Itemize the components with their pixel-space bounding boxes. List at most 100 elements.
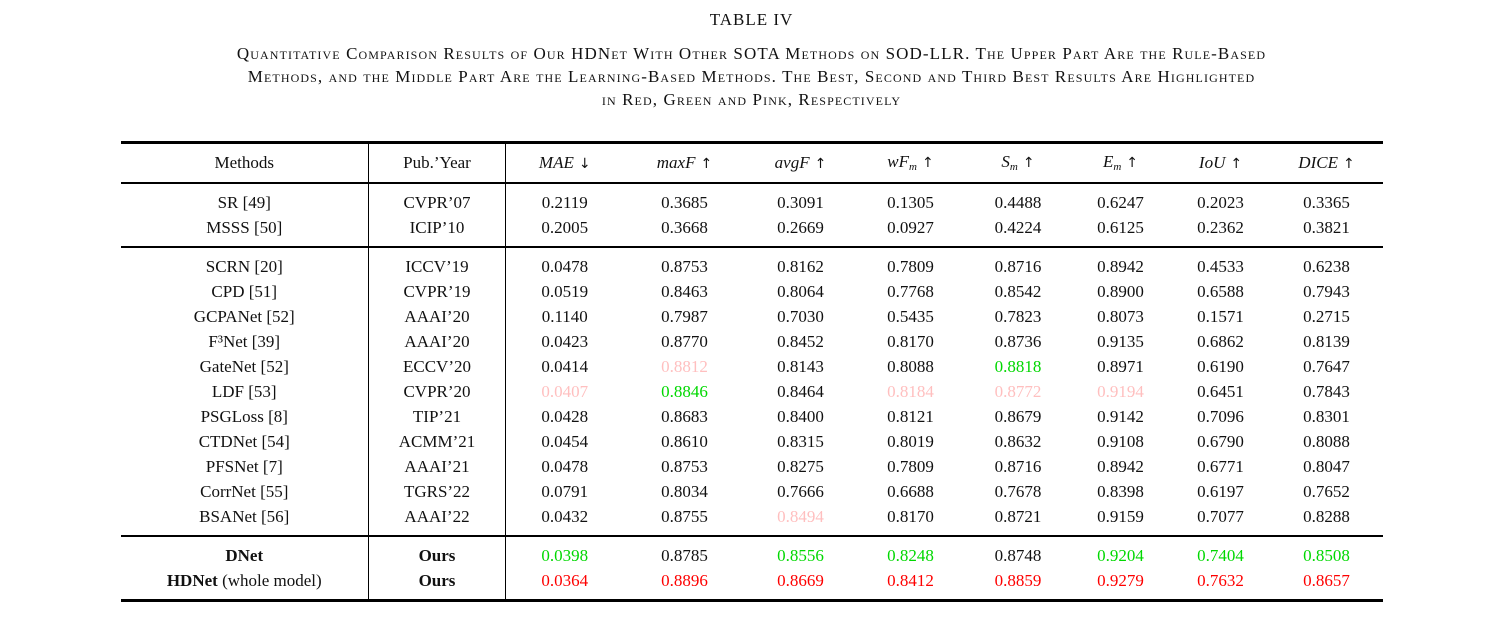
header-row: Methods Pub.’Year MAE ↓ maxF ↑ avgF ↑ wFm ↑ Sm ↑ Em ↑… <box>120 142 1383 184</box>
col-header-iou: IoU ↑ <box>1170 142 1271 184</box>
value-cell: 0.8556 <box>777 546 824 565</box>
method-cell: HDNet (whole model) <box>120 568 369 601</box>
method-name: GateNet [52] <box>199 357 289 376</box>
value-cell: 0.0478 <box>541 457 589 476</box>
value-cell: 0.0407 <box>541 382 589 401</box>
metric-name: S <box>1001 152 1010 171</box>
value-cell: 0.2715 <box>1303 307 1350 326</box>
value-cell: 0.8170 <box>887 507 934 526</box>
table-row: SR [49] CVPR’07 0.2119 0.3685 0.3091 0.1305 0.… <box>120 183 1383 215</box>
table-row: PSGLoss [8] TIP’21 0.0428 0.8683 0.8400 0.812… <box>120 404 1383 429</box>
pub-cell: ICIP’10 <box>368 215 506 247</box>
pub-cell: CVPR’19 <box>368 279 506 304</box>
pub-cell: Ours <box>368 568 506 601</box>
value-cell: 0.9159 <box>1097 507 1144 526</box>
value-cell: 0.7652 <box>1303 482 1350 501</box>
value-cell: 0.0432 <box>541 507 589 526</box>
value-cell: 0.0414 <box>541 357 589 376</box>
table-row: PFSNet [7] AAAI’21 0.0478 0.8753 0.8275 0.780… <box>120 454 1383 479</box>
metric-name: IoU <box>1198 152 1226 172</box>
value-cell: 0.7843 <box>1303 382 1350 401</box>
value-cell: 0.8073 <box>1097 307 1144 326</box>
method-name: DNet <box>225 546 264 565</box>
value-cell: 0.8400 <box>777 407 824 426</box>
value-cell: 0.8753 <box>661 457 708 476</box>
value-cell: 0.2023 <box>1197 193 1244 212</box>
value-cell: 0.7809 <box>887 457 934 476</box>
arrow-up-icon: ↑ <box>700 155 713 172</box>
arrow-up-icon: ↑ <box>1022 155 1035 171</box>
value-cell: 0.8170 <box>887 332 934 351</box>
method-name: SCRN [20] <box>205 257 283 276</box>
method-name: HDNet <box>166 571 218 590</box>
value-cell: 0.8669 <box>777 571 824 590</box>
value-cell: 0.8088 <box>887 357 934 376</box>
value-cell: 0.3821 <box>1303 218 1350 237</box>
method-name: CorrNet [55] <box>200 482 289 501</box>
value-cell: 0.8412 <box>887 571 934 590</box>
method-cell: GCPANet [52] <box>120 304 369 329</box>
value-cell: 0.6588 <box>1197 282 1244 301</box>
value-cell: 0.2669 <box>777 218 824 237</box>
value-cell: 0.7823 <box>994 307 1042 326</box>
value-cell: 0.9204 <box>1097 546 1144 565</box>
value-cell: 0.2362 <box>1197 218 1244 237</box>
arrow-up-icon: ↑ <box>1230 155 1243 172</box>
value-cell: 0.8248 <box>887 546 934 565</box>
pub-cell: TIP’21 <box>368 404 506 429</box>
value-cell: 0.6247 <box>1097 193 1144 212</box>
metric-name: E <box>1102 152 1114 171</box>
table-row: HDNet (whole model) Ours 0.0364 0.8896 0.866… <box>120 568 1383 601</box>
value-cell: 0.8721 <box>994 507 1042 526</box>
value-cell: 0.8716 <box>994 257 1042 276</box>
value-cell: 0.4533 <box>1197 257 1244 276</box>
value-cell: 0.8753 <box>661 257 708 276</box>
method-name: CPD [51] <box>211 282 278 301</box>
value-cell: 0.7404 <box>1197 546 1244 565</box>
method-name: CTDNet [54] <box>198 432 290 451</box>
value-cell: 0.3091 <box>777 193 824 212</box>
value-cell: 0.7987 <box>661 307 708 326</box>
value-cell: 0.5435 <box>887 307 934 326</box>
value-cell: 0.0398 <box>541 546 589 565</box>
method-cell: SR [49] <box>120 183 369 215</box>
value-cell: 0.0364 <box>541 571 589 590</box>
value-cell: 0.8716 <box>994 457 1042 476</box>
table-title: TABLE IV <box>709 10 794 29</box>
metric-subscript: m <box>1113 161 1122 173</box>
method-name: PFSNet [7] <box>205 457 283 476</box>
value-cell: 0.7647 <box>1303 357 1350 376</box>
arrow-up-icon: ↑ <box>814 155 827 172</box>
value-cell: 0.8034 <box>661 482 708 501</box>
metric-name: wF <box>887 152 910 171</box>
value-cell: 0.8143 <box>777 357 824 376</box>
pub-cell: CVPR’20 <box>368 379 506 404</box>
method-cell: F³Net [39] <box>120 329 369 354</box>
table-row: MSSS [50] ICIP’10 0.2005 0.3668 0.2669 0.0927… <box>120 215 1383 247</box>
value-cell: 0.7096 <box>1197 407 1244 426</box>
group-learning-based: SCRN [20] ICCV’19 0.0478 0.8753 0.8162 0.7809… <box>120 247 1383 536</box>
method-cell: LDF [53] <box>120 379 369 404</box>
metric-name: avgF <box>774 152 810 172</box>
metric-subscript: m <box>1009 161 1018 173</box>
value-cell: 0.2005 <box>541 218 589 237</box>
value-cell: 0.8494 <box>777 507 824 526</box>
value-cell: 0.6451 <box>1197 382 1244 401</box>
table-row: F³Net [39] AAAI’20 0.0423 0.8770 0.8452 0.817… <box>120 329 1383 354</box>
value-cell: 0.8088 <box>1303 432 1350 451</box>
value-cell: 0.8657 <box>1303 571 1350 590</box>
value-cell: 0.7809 <box>887 257 934 276</box>
value-cell: 0.8542 <box>994 282 1042 301</box>
caption-line-1: Quantitative Comparison Results of Our H… <box>236 44 1267 63</box>
table-row: CTDNet [54] ACMM’21 0.0454 0.8610 0.8315 0.80… <box>120 429 1383 454</box>
method-cell: CPD [51] <box>120 279 369 304</box>
table-row: CorrNet [55] TGRS’22 0.0791 0.8034 0.7666 0.6… <box>120 479 1383 504</box>
table-caption: Quantitative Comparison Results of Our H… <box>0 42 1503 111</box>
value-cell: 0.8818 <box>994 357 1042 376</box>
col-header-e: Em ↑ <box>1070 142 1171 184</box>
value-cell: 0.8452 <box>777 332 824 351</box>
table-header: Methods Pub.’Year MAE ↓ maxF ↑ avgF ↑ wFm ↑ Sm ↑ Em ↑… <box>120 142 1383 184</box>
method-cell: MSSS [50] <box>120 215 369 247</box>
value-cell: 0.2119 <box>541 193 588 212</box>
